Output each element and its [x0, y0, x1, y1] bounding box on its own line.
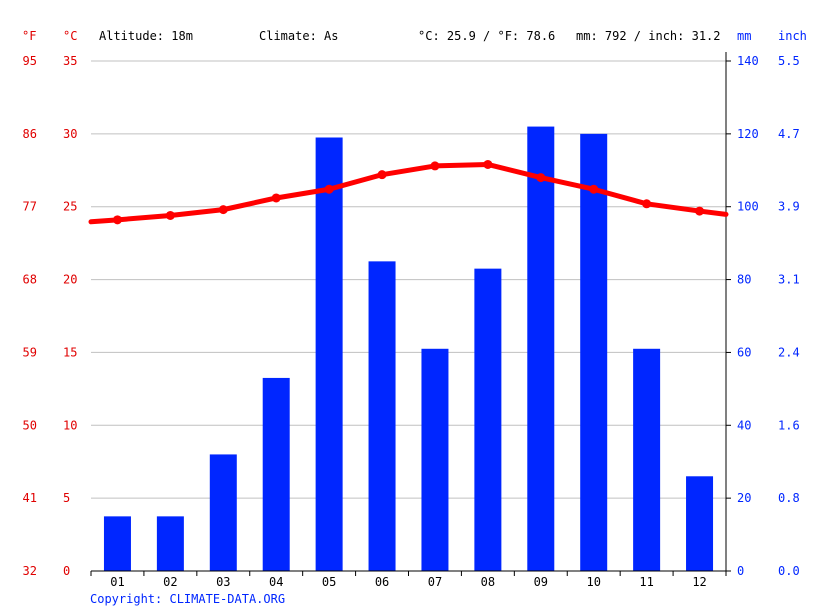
precipitation-bar: [209, 454, 237, 571]
temperature-line: [88, 159, 729, 225]
month-tick-label: 03: [216, 575, 230, 589]
precipitation-bars: [103, 126, 714, 572]
temperature-line-path: [88, 161, 729, 225]
precipitation-bar: [156, 516, 184, 571]
celsius-tick-label: 30: [63, 127, 77, 141]
month-tick-label: 10: [586, 575, 600, 589]
inch-tick-label: 4.7: [778, 127, 800, 141]
copyright-text: Copyright: CLIMATE-DATA.ORG: [90, 592, 285, 606]
month-tick-label: 01: [110, 575, 124, 589]
inch-tick-label: 3.1: [778, 273, 800, 287]
month-tick-label: 06: [375, 575, 389, 589]
temperature-point: [271, 193, 281, 203]
fahrenheit-tick-label: 32: [23, 564, 37, 578]
month-tick-label: 05: [322, 575, 336, 589]
inch-tick-label: 0.8: [778, 491, 800, 505]
inch-tick-label: 0.0: [778, 564, 800, 578]
precipitation-bar: [315, 137, 343, 571]
total-precipitation-label: mm: 792 / inch: 31.2: [576, 29, 721, 43]
fahrenheit-tick-label: 77: [23, 200, 37, 214]
temperature-point: [589, 184, 599, 194]
temperature-point: [483, 159, 493, 169]
inch-tick-label: 3.9: [778, 200, 800, 214]
temperature-point: [642, 199, 652, 209]
celsius-tick-label: 20: [63, 273, 77, 287]
inch-tick-label: 5.5: [778, 54, 800, 68]
inch-tick-label: 2.4: [778, 345, 800, 359]
mm-tick-label: 80: [737, 273, 751, 287]
unit-fahrenheit-label: °F: [22, 29, 36, 43]
temperature-point: [536, 173, 546, 183]
mm-tick-label: 20: [737, 491, 751, 505]
axes: [90, 52, 731, 576]
mm-tick-label: 140: [737, 54, 759, 68]
celsius-tick-label: 0: [63, 564, 70, 578]
tick-labels: 32 0 0 0.0 41 5 20 0.8 50 10 40 1.6 59 15 60 2.4 68 20 80 3…: [23, 54, 800, 589]
precipitation-bar: [103, 516, 131, 571]
month-tick-label: 07: [428, 575, 442, 589]
climate-label: Climate: As: [259, 29, 338, 43]
temperature-point: [165, 210, 175, 220]
fahrenheit-tick-label: 59: [23, 345, 37, 359]
precipitation-bar: [368, 261, 396, 571]
fahrenheit-tick-label: 41: [23, 491, 37, 505]
precipitation-bar: [262, 377, 290, 571]
unit-celsius-label: °C: [63, 29, 77, 43]
month-tick-label: 11: [639, 575, 653, 589]
temperature-point: [218, 205, 228, 215]
temperature-point: [324, 184, 334, 194]
unit-mm-label: mm: [737, 29, 751, 43]
precipitation-bar: [474, 268, 502, 571]
precipitation-bar: [527, 126, 555, 572]
altitude-label: Altitude: 18m: [99, 29, 193, 43]
celsius-tick-label: 15: [63, 345, 77, 359]
fahrenheit-tick-label: 95: [23, 54, 37, 68]
month-tick-label: 09: [534, 575, 548, 589]
month-tick-label: 12: [692, 575, 706, 589]
celsius-tick-label: 25: [63, 200, 77, 214]
mm-tick-label: 40: [737, 418, 751, 432]
average-temperature-label: °C: 25.9 / °F: 78.6: [418, 29, 555, 43]
precipitation-bar: [633, 348, 661, 571]
precipitation-bar: [686, 476, 714, 571]
mm-tick-label: 0: [737, 564, 744, 578]
celsius-tick-label: 5: [63, 491, 70, 505]
temperature-point: [112, 215, 122, 225]
temperature-point: [695, 206, 705, 216]
precipitation-bar: [580, 133, 608, 571]
fahrenheit-tick-label: 50: [23, 418, 37, 432]
month-tick-label: 02: [163, 575, 177, 589]
month-tick-label: 08: [481, 575, 495, 589]
celsius-tick-label: 10: [63, 418, 77, 432]
mm-tick-label: 60: [737, 345, 751, 359]
unit-inch-label: inch: [778, 29, 807, 43]
month-tick-label: 04: [269, 575, 283, 589]
mm-tick-label: 120: [737, 127, 759, 141]
temperature-point: [377, 170, 387, 180]
mm-tick-label: 100: [737, 200, 759, 214]
temperature-point: [430, 161, 440, 171]
celsius-tick-label: 35: [63, 54, 77, 68]
precipitation-bar: [421, 348, 449, 571]
fahrenheit-tick-label: 68: [23, 273, 37, 287]
fahrenheit-tick-label: 86: [23, 127, 37, 141]
inch-tick-label: 1.6: [778, 418, 800, 432]
grid-lines: [91, 60, 726, 499]
